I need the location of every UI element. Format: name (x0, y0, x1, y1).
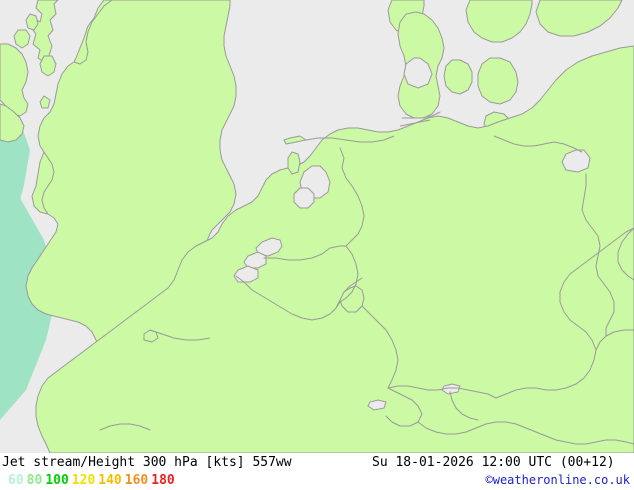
inland-water-layer (233, 57, 591, 411)
run-datetime-label: Su 18-01-2026 12:00 UTC (00+12) (372, 455, 615, 470)
land-sweden-south (465, 0, 533, 43)
legend-row: 60 80 100 120 140 160 180 ©weatheronline.co.uk (0, 472, 634, 490)
map-graphic (0, 0, 634, 453)
product-title: Jet stream/Height 300 hPa [kts] 557ww (2, 455, 292, 470)
border-germany-austria (495, 329, 634, 399)
land-hebrides-2 (25, 13, 39, 31)
border-luxembourg (339, 285, 365, 313)
land-texel (287, 151, 301, 175)
water-szczecin-lagoon (561, 149, 591, 173)
legend-level-100: 100 (45, 473, 69, 488)
land-skye (39, 55, 57, 77)
legend-level-80: 80 (26, 473, 43, 488)
border-poland-czech (617, 227, 634, 281)
water-limfjorden (403, 57, 433, 89)
border-netherlands-germany (339, 147, 365, 247)
border-france-coast-inland (99, 423, 151, 431)
border-france-switzerland (385, 387, 423, 427)
land-zealand (477, 57, 519, 105)
border-belgium-germany (335, 245, 359, 309)
border-denmark-germany (401, 111, 441, 119)
border-germany-poland (581, 173, 615, 337)
legend-level-60: 60 (8, 473, 24, 488)
coastline-detail-layer (149, 119, 583, 341)
land-funen (443, 59, 473, 95)
border-alps-italy (417, 421, 634, 445)
map-canvas[interactable] (0, 0, 634, 453)
border-austria-switzerland (449, 391, 479, 421)
legend-level-180: 180 (151, 473, 175, 488)
border-germany-switzerland (387, 385, 497, 399)
legend-level-120: 120 (71, 473, 96, 488)
water-lake-constance (441, 383, 461, 395)
legend-scale: 60 80 100 120 140 160 180 (8, 472, 178, 489)
political-borders-layer (99, 111, 634, 445)
landmass-layer (0, 0, 634, 453)
copyright-link[interactable]: ©weatheronline.co.uk (485, 473, 631, 487)
water-markermeer (293, 187, 315, 209)
land-sweden-east (535, 0, 623, 37)
land-isle-of-man (39, 95, 51, 109)
border-france-germany (361, 305, 399, 389)
legend-level-140: 140 (98, 473, 122, 488)
footer-bar: Jet stream/Height 300 hPa [kts] 557ww Su… (0, 453, 634, 490)
water-lake-geneva (367, 399, 387, 411)
land-great-britain (29, 0, 59, 63)
border-netherlands-belgium (263, 245, 347, 261)
border-germany-czech (559, 227, 634, 351)
footer-title-row: Jet stream/Height 300 hPa [kts] 557ww Su… (0, 453, 634, 472)
border-belgium-france (235, 275, 363, 321)
land-hebrides-1 (13, 29, 31, 49)
water-zeeland-delta (255, 237, 283, 257)
coast-german-bight (399, 119, 431, 127)
land-continental-europe (35, 45, 634, 453)
land-ireland-south (0, 103, 25, 143)
coast-english-channel (149, 329, 211, 341)
coast-wadden-sea (305, 135, 395, 143)
coast-baltic-north-germany (493, 135, 583, 153)
legend-level-160: 160 (124, 473, 149, 488)
